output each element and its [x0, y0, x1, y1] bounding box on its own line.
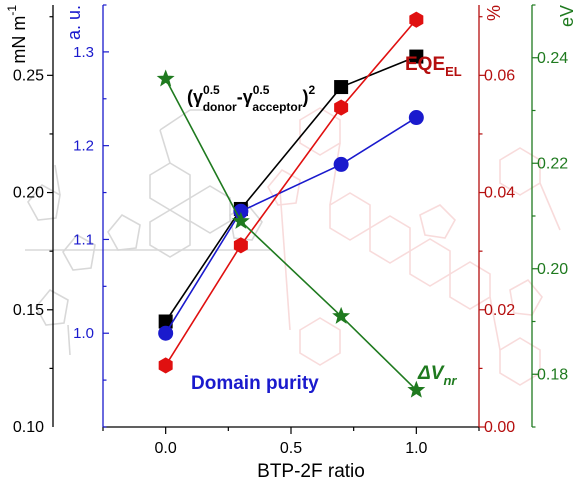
data-point-eV-3 [407, 380, 426, 398]
annotation-dvnr: ΔVnr [417, 363, 457, 388]
data-point-au-2 [333, 156, 349, 172]
data-point-mN-3 [409, 49, 424, 64]
annotation-domain-purity: Domain purity [191, 373, 319, 394]
background-molecule-left [25, 109, 270, 356]
annotation-layer: (γ0.5 donor-γ0.5 acceptor)2 EQEEL Domain p… [187, 54, 462, 394]
series-line-pct [164, 19, 417, 366]
x-tick-label: 0.5 [280, 440, 302, 457]
x-tick-label: 1.0 [405, 440, 427, 457]
series-line-eV [164, 78, 417, 391]
background-molecule-right [267, 107, 561, 386]
y-tick-label-au: 1.3 [73, 44, 94, 61]
y-tick-label-eV: 0.20 [537, 261, 568, 278]
axis-unit-label-pct: % [484, 5, 504, 21]
y-tick-label-mN: 0.15 [13, 302, 44, 319]
y-tick-label-eV: 0.18 [537, 366, 568, 383]
axis-unit-label-mN: mN m-1 [5, 5, 29, 64]
data-point-pct-2 [334, 99, 349, 116]
y-tick-label-mN: 0.20 [13, 185, 44, 202]
data-point-pct-3 [409, 11, 424, 28]
y-tick-label-mN: 0.25 [13, 67, 44, 84]
y-tick-label-pct: 0.04 [484, 185, 515, 202]
y-tick-label-eV: 0.22 [537, 155, 568, 172]
data-point-au-3 [408, 110, 424, 126]
data-point-eV-0 [156, 69, 175, 87]
data-point-pct-1 [233, 237, 248, 254]
x-tick-label: 0.0 [155, 440, 177, 457]
annotation-gamma: (γ0.5 donor-γ0.5 acceptor)2 [187, 83, 315, 114]
series-layer [156, 11, 426, 398]
y-tick-label-au: 1.0 [73, 325, 94, 342]
annotation-eqe: EQEEL [405, 54, 462, 79]
y-tick-label-pct: 0.00 [484, 419, 515, 436]
y-tick-label-mN: 0.10 [13, 419, 44, 436]
axes-layer: 0.0 0.5 1.0 0.10 0.15 0.20 0.25 mN m-1 1.0 1.1 1.2… [5, 4, 577, 457]
y-tick-label-pct: 0.06 [484, 67, 515, 84]
data-point-eV-1 [231, 211, 250, 229]
axis-unit-label-eV: eV [557, 5, 577, 27]
axis-unit-label-au: a. u. [64, 5, 84, 40]
x-axis-label: BTP-2F ratio [257, 461, 365, 482]
data-point-eV-2 [332, 306, 351, 324]
data-point-au-0 [158, 325, 174, 341]
series-line-mN [165, 55, 417, 322]
y-tick-label-pct: 0.02 [484, 302, 515, 319]
series-line-au [164, 116, 417, 334]
y-tick-label-eV: 0.24 [537, 50, 568, 67]
data-point-pct-0 [158, 357, 173, 374]
data-point-mN-2 [334, 80, 349, 95]
y-tick-label-au: 1.1 [73, 231, 94, 248]
y-tick-label-au: 1.2 [73, 138, 94, 155]
